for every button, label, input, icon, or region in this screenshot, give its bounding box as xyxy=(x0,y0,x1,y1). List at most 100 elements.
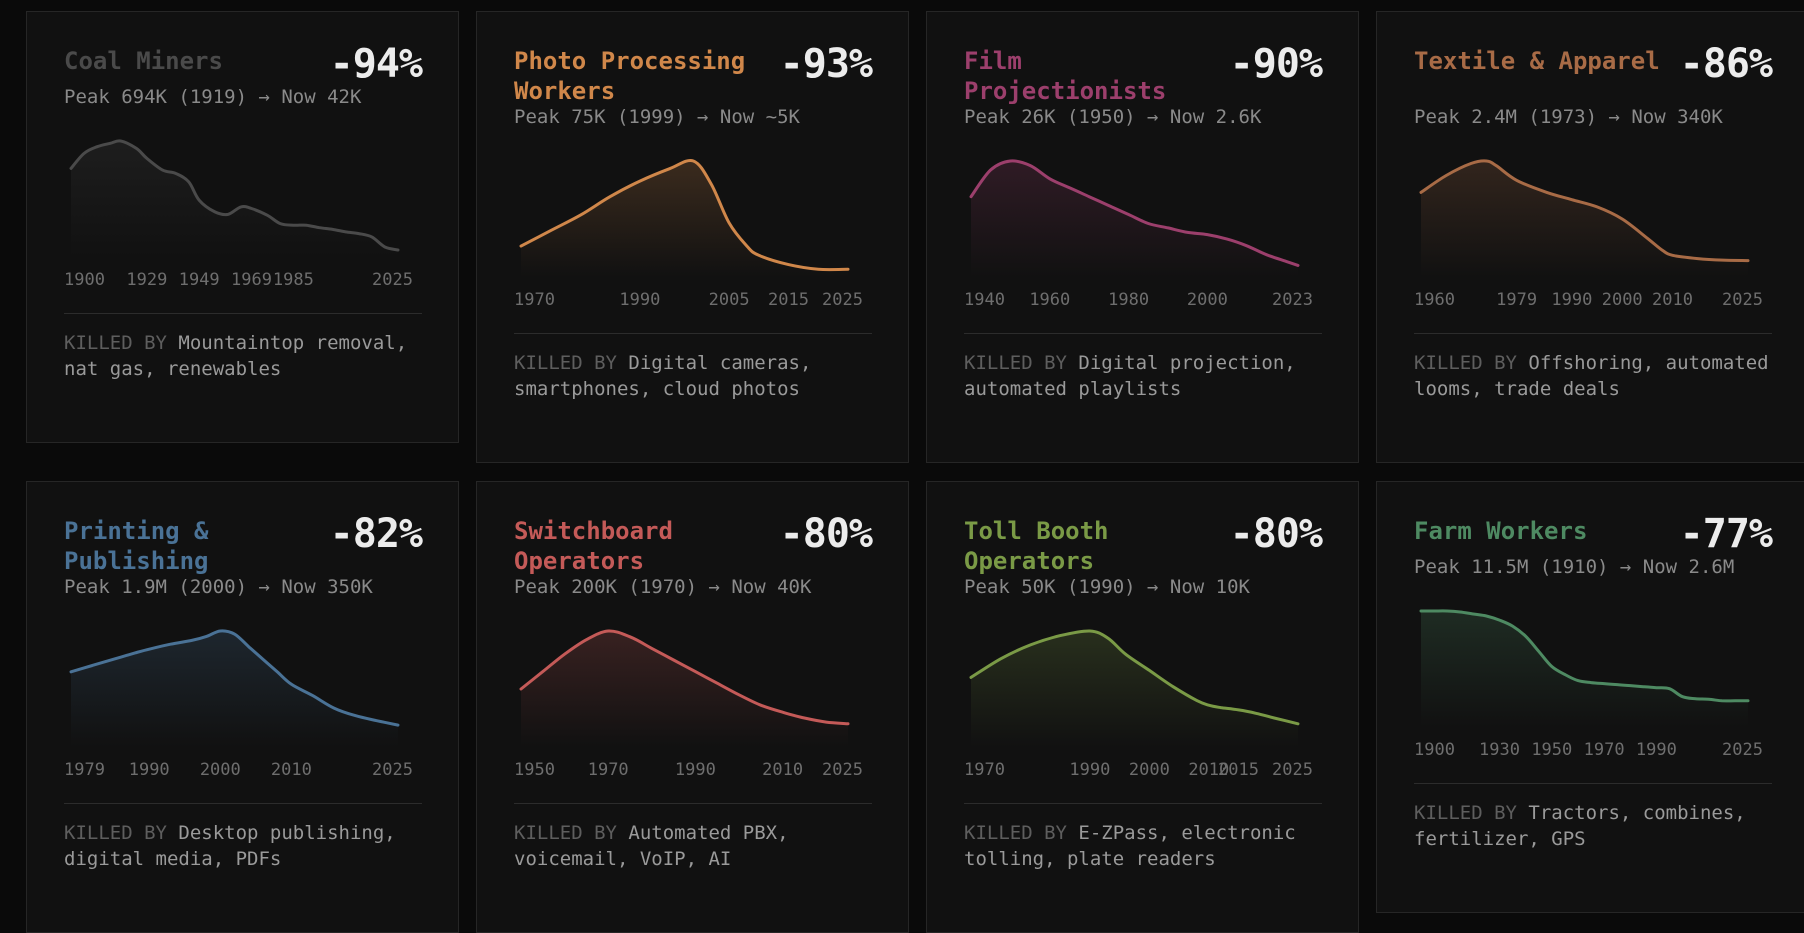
x-tick-label: 1950 xyxy=(514,760,555,780)
divider xyxy=(514,803,872,804)
series-line xyxy=(1419,159,1750,263)
decline-percent: -77% xyxy=(1679,511,1773,557)
x-tick-label: 1960 xyxy=(1029,290,1070,310)
killed-by-text: KILLED BY E-ZPass, electronic tolling, p… xyxy=(964,820,1338,872)
peak-summary: Peak 50K (1990) → Now 10K xyxy=(964,576,1250,598)
x-tick-label: 1949 xyxy=(179,270,220,290)
decline-chart: 1950 1970 1990 2010 2025 xyxy=(514,629,863,780)
divider xyxy=(964,333,1322,334)
job-title: Photo Processing Workers xyxy=(514,47,746,105)
series-area xyxy=(71,140,398,257)
divider xyxy=(64,803,422,804)
x-tick-label: 2010 xyxy=(271,760,312,780)
series-line xyxy=(69,139,400,252)
series-line xyxy=(969,629,1300,726)
killed-by-label: KILLED BY xyxy=(964,822,1067,844)
peak-summary: Peak 2.4M (1973) → Now 340K xyxy=(1414,106,1723,128)
x-tick-label: 2000 xyxy=(200,760,241,780)
x-tick-label: 1990 xyxy=(1069,760,1110,780)
killed-by-causes: Offshoring, automated looms, trade deals xyxy=(1414,352,1769,400)
x-tick-label: 2025 xyxy=(372,760,413,780)
x-tick-label: 2010 xyxy=(1188,760,1229,780)
decline-percent: -86% xyxy=(1679,41,1773,87)
decline-chart: 1900 1930 1950 1970 1990 2025 xyxy=(1414,609,1763,760)
decline-chart: 1979 1990 2000 2010 2025 xyxy=(64,629,413,780)
x-tick-label: 1980 xyxy=(1108,290,1149,310)
x-tick-label: 1970 xyxy=(588,760,629,780)
x-tick-label: 1940 xyxy=(964,290,1005,310)
decline-chart: 1970 1990 2005 2015 2025 xyxy=(514,158,863,310)
x-tick-label: 2000 xyxy=(1602,290,1643,310)
x-tick-label: 1950 xyxy=(1531,740,1572,760)
x-tick-label: 1990 xyxy=(1636,740,1677,760)
series-line xyxy=(1419,609,1750,703)
x-tick-label: 1929 xyxy=(126,270,167,290)
x-tick-label: 1970 xyxy=(1584,740,1625,760)
x-tick-label: 1900 xyxy=(64,270,105,290)
x-tick-label: 1990 xyxy=(619,290,660,310)
series-area xyxy=(1421,610,1748,727)
x-tick-label: 1970 xyxy=(964,760,1005,780)
job-card: Switchboard Operators -80% Peak 200K (1970… xyxy=(476,481,909,933)
series-line xyxy=(519,629,850,726)
job-card: Printing & Publishing -82% Peak 1.9M (2000… xyxy=(26,481,459,933)
job-card: Toll Booth Operators -80% Peak 50K (1990) … xyxy=(926,481,1359,933)
job-card: Photo Processing Workers -93% Peak 75K (19… xyxy=(476,11,909,463)
x-tick-label: 1979 xyxy=(64,760,105,780)
decline-percent: -80% xyxy=(779,511,873,557)
killed-by-causes: Mountaintop removal, nat gas, renewables xyxy=(64,332,408,380)
x-tick-label: 2015 xyxy=(768,290,809,310)
x-tick-label: 2010 xyxy=(762,760,803,780)
job-card: Coal Miners -94% Peak 694K (1919) → Now 42… xyxy=(26,11,459,443)
killed-by-text: KILLED BY Desktop publishing, digital me… xyxy=(64,820,438,872)
killed-by-text: KILLED BY Tractors, combines, fertilizer… xyxy=(1414,800,1788,852)
series-area xyxy=(71,630,398,747)
decline-chart: 1940 1960 1980 2000 2023 xyxy=(964,159,1313,310)
x-tick-label: 1990 xyxy=(1551,290,1592,310)
series-line xyxy=(69,629,400,727)
killed-by-text: KILLED BY Mountaintop removal, nat gas, … xyxy=(64,330,438,382)
peak-summary: Peak 11.5M (1910) → Now 2.6M xyxy=(1414,556,1735,578)
job-title: Switchboard Operators xyxy=(514,517,673,575)
x-tick-label: 1979 xyxy=(1496,290,1537,310)
killed-by-causes: Digital projection, automated playlists xyxy=(964,352,1296,400)
peak-summary: Peak 1.9M (2000) → Now 350K xyxy=(64,576,373,598)
killed-by-text: KILLED BY Automated PBX, voicemail, VoIP… xyxy=(514,820,888,872)
series-area xyxy=(971,630,1298,747)
x-tick-label: 1930 xyxy=(1479,740,1520,760)
x-tick-label: 2023 xyxy=(1272,290,1313,310)
series-line xyxy=(519,158,850,272)
killed-by-causes: E-ZPass, electronic tolling, plate reade… xyxy=(964,822,1296,870)
divider xyxy=(514,333,872,334)
x-tick-label: 2010 xyxy=(1652,290,1693,310)
decline-chart: 1900 1929 1949 1969 1985 2025 xyxy=(64,139,413,290)
x-tick-label: 2015 xyxy=(1218,760,1259,780)
x-tick-label: 2025 xyxy=(1272,760,1313,780)
killed-by-label: KILLED BY xyxy=(64,822,167,844)
peak-summary: Peak 26K (1950) → Now 2.6K xyxy=(964,106,1262,128)
killed-by-causes: Automated PBX, voicemail, VoIP, AI xyxy=(514,822,789,870)
decline-percent: -82% xyxy=(329,511,423,557)
job-title: Printing & Publishing xyxy=(64,517,209,575)
decline-percent: -93% xyxy=(779,41,873,87)
x-tick-label: 1969 xyxy=(231,270,272,290)
x-tick-label: 1985 xyxy=(273,270,314,290)
divider xyxy=(1414,783,1772,784)
x-tick-label: 2000 xyxy=(1129,760,1170,780)
series-area xyxy=(521,160,848,277)
decline-percent: -90% xyxy=(1229,41,1323,87)
job-title: Farm Workers xyxy=(1414,517,1588,545)
x-tick-label: 1990 xyxy=(129,760,170,780)
x-tick-label: 1900 xyxy=(1414,740,1455,760)
x-tick-label: 2025 xyxy=(822,760,863,780)
peak-summary: Peak 200K (1970) → Now 40K xyxy=(514,576,812,598)
decline-chart: 1960 1979 1990 2000 2010 2025 xyxy=(1414,159,1763,310)
job-title: Textile & Apparel xyxy=(1414,47,1660,75)
killed-by-label: KILLED BY xyxy=(1414,802,1517,824)
killed-by-causes: Digital cameras, smartphones, cloud phot… xyxy=(514,352,812,400)
x-tick-label: 2000 xyxy=(1187,290,1228,310)
x-tick-label: 2005 xyxy=(709,290,750,310)
series-line xyxy=(969,159,1300,267)
x-tick-label: 2025 xyxy=(822,290,863,310)
